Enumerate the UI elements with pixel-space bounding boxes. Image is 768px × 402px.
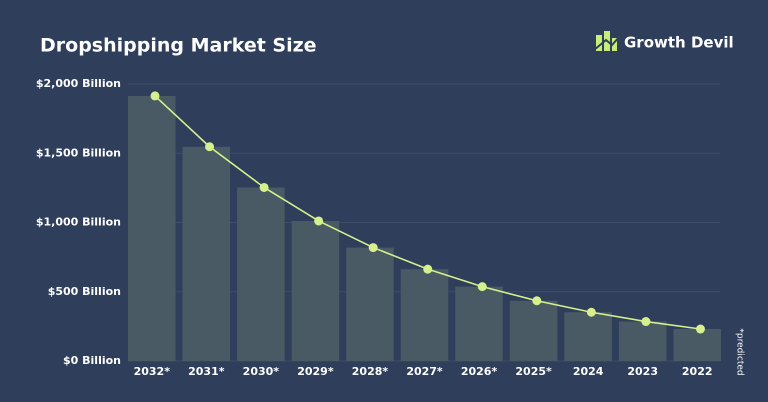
point bbox=[314, 216, 324, 226]
x-tick-label: 2026* bbox=[461, 365, 498, 378]
bar bbox=[455, 286, 503, 361]
y-tick-label: $2,000 Billion bbox=[36, 77, 121, 90]
x-tick-label: 2029* bbox=[297, 365, 334, 378]
bar bbox=[128, 95, 176, 361]
point bbox=[368, 243, 378, 253]
point bbox=[150, 91, 160, 101]
point bbox=[259, 182, 269, 192]
point bbox=[695, 324, 705, 334]
x-tick-label: 2027* bbox=[406, 365, 443, 378]
brand: Growth Devil bbox=[624, 34, 734, 52]
bar bbox=[182, 146, 231, 361]
chart-title: Dropshipping Market Size bbox=[40, 35, 317, 57]
bar bbox=[564, 312, 612, 361]
x-tick-label: 2024 bbox=[573, 365, 604, 378]
note: *predicted bbox=[735, 328, 745, 375]
x-tick-label: 2030* bbox=[243, 365, 280, 378]
point bbox=[532, 296, 542, 306]
x-tick-label: 2025* bbox=[515, 365, 552, 378]
x-tick-label: 2022 bbox=[682, 365, 713, 378]
point bbox=[586, 307, 596, 317]
bar bbox=[400, 269, 449, 361]
x-tick-label: 2023 bbox=[627, 365, 658, 378]
bar bbox=[237, 187, 285, 361]
x-tick-label: 2031* bbox=[188, 365, 225, 378]
bar bbox=[346, 247, 394, 361]
logo-icon bbox=[593, 31, 621, 51]
bar bbox=[618, 321, 667, 361]
x-tick-label: 2032* bbox=[134, 365, 171, 378]
y-tick-label: $500 Billion bbox=[48, 285, 121, 298]
bar bbox=[291, 220, 340, 361]
point bbox=[477, 282, 487, 292]
bar bbox=[509, 300, 558, 361]
point bbox=[205, 142, 215, 152]
point bbox=[423, 264, 433, 274]
x-tick-label: 2028* bbox=[352, 365, 389, 378]
bar bbox=[673, 329, 721, 361]
point bbox=[641, 317, 651, 327]
y-tick-label: $1,000 Billion bbox=[36, 216, 121, 229]
y-tick-label: $1,500 Billion bbox=[36, 146, 121, 159]
y-tick-label: $0 Billion bbox=[63, 354, 121, 367]
